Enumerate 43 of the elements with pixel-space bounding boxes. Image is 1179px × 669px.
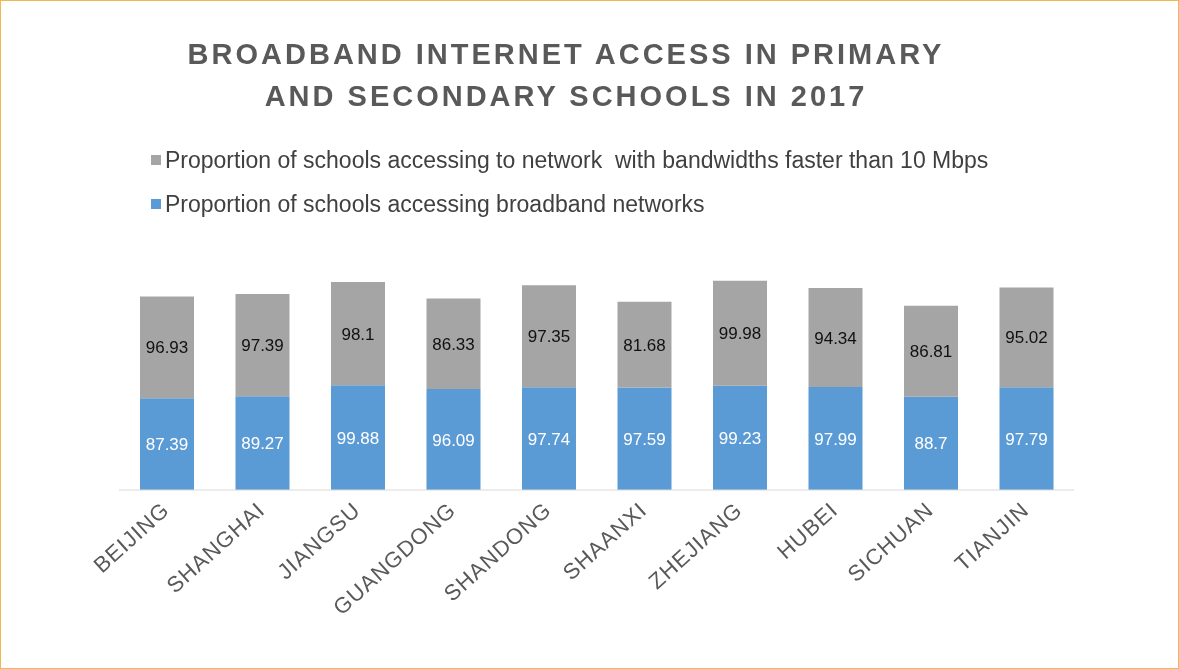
bar: [808, 387, 863, 490]
data-label: 94.34: [814, 328, 857, 348]
bar: [904, 396, 958, 490]
bar: [235, 294, 290, 397]
bar: [999, 387, 1054, 490]
bar: [904, 305, 958, 397]
bar: [140, 398, 194, 490]
data-label: 97.99: [814, 429, 857, 449]
bar: [522, 285, 576, 388]
bar: [617, 301, 672, 388]
bar: [331, 385, 385, 490]
data-label: 88.7: [914, 434, 948, 454]
bar: [140, 296, 194, 399]
data-label: 97.74: [527, 429, 571, 449]
bar: [522, 387, 576, 490]
bar: [617, 387, 672, 490]
data-label: 86.81: [909, 342, 953, 362]
data-label: 99.88: [336, 428, 380, 448]
bar: [713, 385, 767, 490]
legend-label: Proportion of schools accessing broadband networks: [164, 191, 706, 217]
data-label: 97.79: [1005, 429, 1048, 449]
bar: [426, 298, 481, 390]
data-label: 89.27: [241, 434, 284, 454]
chart-title: BROADBAND INTERNET ACCESS IN PRIMARY AND SECONDARY SCHOOLS IN 2017: [186, 37, 946, 114]
bar: [235, 396, 290, 490]
data-label: 98.1: [341, 324, 375, 344]
data-label: 81.68: [623, 335, 666, 355]
data-label: 97.39: [241, 336, 284, 356]
data-label: 96.09: [432, 430, 475, 450]
data-label: 97.35: [527, 327, 571, 347]
data-label: 99.23: [718, 428, 762, 448]
data-label: 87.39: [145, 435, 189, 455]
data-label: 96.93: [145, 338, 189, 358]
bar: [999, 287, 1054, 388]
data-label: 99.98: [718, 324, 762, 344]
bar: [713, 280, 767, 386]
data-label: 86.33: [432, 334, 475, 354]
bar: [808, 288, 863, 388]
bar: [331, 282, 385, 386]
data-label: 97.59: [623, 429, 666, 449]
legend-label: Proportion of schools accessing to network with bandwidths faster than 10 Mbps: [164, 147, 990, 173]
bar: [426, 389, 481, 490]
data-label: 95.02: [1005, 328, 1048, 348]
